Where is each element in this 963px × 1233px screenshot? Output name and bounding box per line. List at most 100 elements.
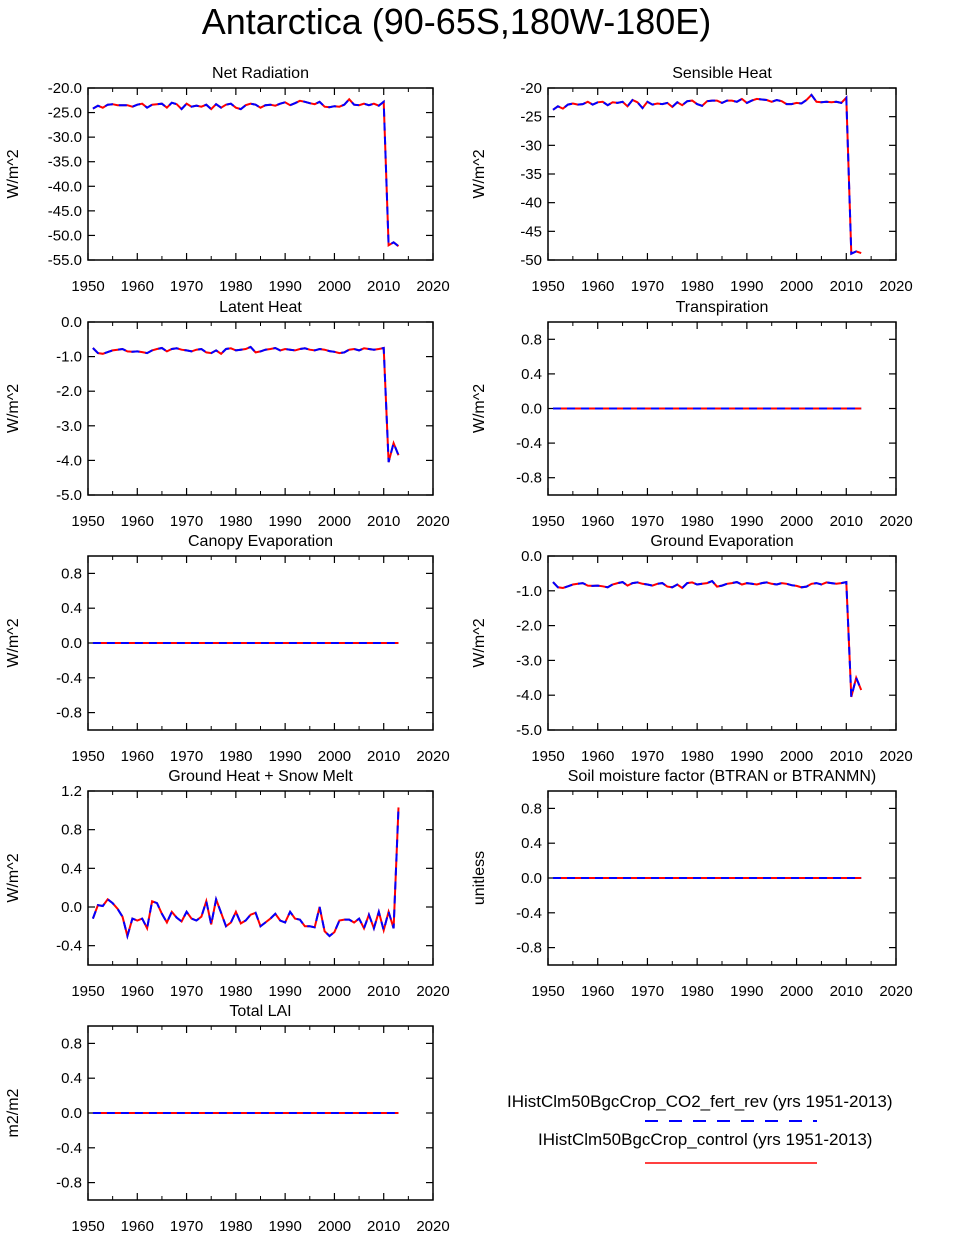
x-tick-label: 1970 [170,748,203,765]
y-axis-label: W/m^2 [471,149,488,198]
x-tick-label: 1980 [219,513,252,530]
x-tick-label: 1980 [680,278,713,295]
y-tick-label: 0.4 [61,860,82,877]
legend-label-co2-fert-rev: IHistClm50BgcCrop_CO2_fert_rev (yrs 1951… [507,1092,893,1111]
x-tick-label: 1970 [631,278,664,295]
x-tick-label: 2020 [416,1218,449,1233]
series-line-co2-fert-rev [92,345,400,463]
y-tick-label: -0.4 [56,938,82,955]
figure-title: Antarctica (90-65S,180W-180E) [201,1,712,42]
x-tick-label: 1980 [219,748,252,765]
x-tick-label: 2000 [318,1218,351,1233]
x-tick-label: 2010 [367,748,400,765]
x-tick-label: 2020 [879,513,912,530]
x-tick-label: 2000 [318,513,351,530]
x-tick-label: 2000 [780,748,813,765]
y-tick-label: 0.8 [61,822,82,839]
y-tick-label: 0.0 [521,870,542,887]
y-tick-label: 0.4 [521,835,542,852]
x-tick-label: 2000 [318,983,351,1000]
y-tick-label: -0.4 [56,670,82,687]
x-tick-label: 1960 [121,1218,154,1233]
y-axis-label: m2/m2 [5,1088,22,1137]
x-tick-label: 2000 [318,748,351,765]
panel-9: Total LAI 0.8 0.4 0.0 -0.4 -0.8 1950 1960 1970 19… [5,1003,450,1233]
panel-3: Latent Heat 0.0 -1.0 -2.0 -3.0 -4.0 -5.0 1950 19… [5,299,450,530]
legend-line-co2-fert-rev [645,1120,817,1122]
panel-title: Soil moisture factor (BTRAN or BTRANMN) [568,768,877,785]
series-line-control [552,579,863,698]
x-tick-label: 2000 [780,278,813,295]
x-tick-label: 1950 [71,748,104,765]
panel-2: Sensible Heat -20 -25 -30 -35 -40 -45 -50 1950 19… [471,65,913,295]
panel-title: Sensible Heat [672,65,772,82]
y-tick-label: 0.8 [521,800,542,817]
y-axis-label: W/m^2 [471,384,488,433]
x-tick-label: 1970 [170,278,203,295]
x-tick-label: 2020 [879,983,912,1000]
y-tick-label: 0.0 [521,401,542,418]
x-tick-label: 2000 [780,983,813,1000]
x-tick-label: 1990 [730,513,763,530]
panel-title: Net Radiation [212,65,309,82]
y-tick-label: -35.0 [48,154,82,171]
series-line-co2-fert-rev [552,579,863,698]
plot-frame [87,87,434,261]
series-line-control [92,97,400,248]
y-tick-label: -0.4 [56,1140,82,1157]
panel-7: Ground Heat + Snow Melt 1.2 0.8 0.4 0.0 -0.4 1… [5,768,450,1000]
x-tick-label: 1950 [71,1218,104,1233]
x-tick-label: 1990 [730,278,763,295]
legend-label-control: IHistClm50BgcCrop_control (yrs 1951-2013… [538,1130,873,1149]
x-tick-label: 1950 [531,513,564,530]
y-tick-label: 0.0 [61,314,82,331]
y-tick-label: -3.0 [56,418,82,435]
x-tick-label: 1980 [219,278,252,295]
plot-frame [547,87,897,261]
x-tick-label: 1970 [631,748,664,765]
y-axis-label: unitless [471,851,488,905]
x-tick-label: 1960 [121,748,154,765]
x-tick-label: 2020 [416,748,449,765]
x-tick-label: 2010 [367,513,400,530]
y-tick-label: -40.0 [48,178,82,195]
y-tick-label: 0.0 [61,899,82,916]
x-tick-label: 1990 [268,513,301,530]
x-tick-label: 2010 [367,278,400,295]
x-tick-label: 2020 [416,513,449,530]
x-tick-label: 1960 [581,748,614,765]
x-tick-label: 2010 [830,513,863,530]
y-tick-label: -45.0 [48,203,82,220]
x-tick-label: 1980 [680,983,713,1000]
x-tick-label: 2010 [830,278,863,295]
panel-title: Ground Evaporation [650,533,793,550]
panel-title: Transpiration [676,299,769,316]
panel-title: Canopy Evaporation [188,533,333,550]
y-tick-label: 0.0 [521,548,542,565]
x-tick-label: 1950 [71,278,104,295]
x-tick-label: 1990 [268,983,301,1000]
x-tick-label: 1950 [71,513,104,530]
y-axis-label: W/m^2 [5,384,22,433]
y-tick-label: -4.0 [516,687,542,704]
x-tick-label: 1960 [121,278,154,295]
y-tick-label: 0.8 [521,331,542,348]
panel-title: Total LAI [229,1003,291,1020]
x-tick-label: 1970 [170,1218,203,1233]
panel-title: Latent Heat [219,299,302,316]
x-tick-label: 1960 [581,983,614,1000]
y-tick-label: 0.0 [61,1105,82,1122]
y-tick-label: -25.0 [48,105,82,122]
series-line-control [552,93,862,256]
x-tick-label: 2010 [830,983,863,1000]
x-tick-label: 1960 [581,278,614,295]
x-tick-label: 2000 [780,513,813,530]
x-tick-label: 1990 [730,748,763,765]
panel-5: Canopy Evaporation 0.8 0.4 0.0 -0.4 -0.8 1950 1… [5,533,450,765]
y-tick-label: -1.0 [516,583,542,600]
y-tick-label: -25 [520,109,542,126]
y-tick-label: -5.0 [516,722,542,739]
y-tick-label: -50 [520,252,542,269]
y-tick-label: -55.0 [48,252,82,269]
